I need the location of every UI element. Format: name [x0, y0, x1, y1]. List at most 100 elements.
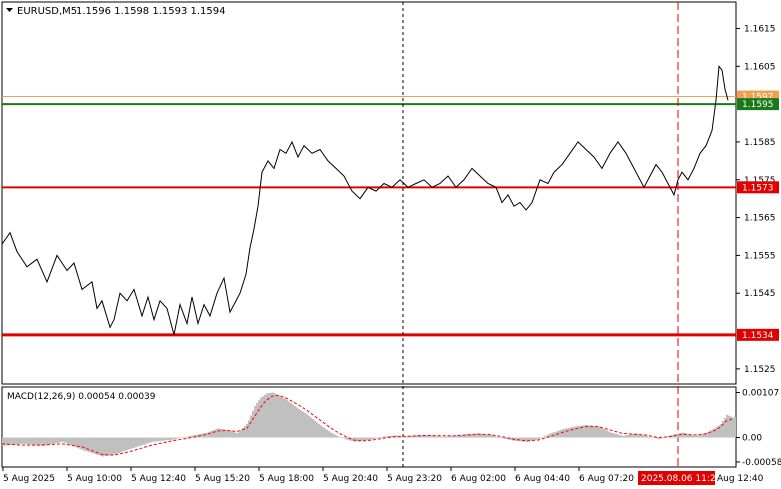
time-tick-label: 5 Aug 15:20 [195, 474, 250, 484]
macd-histogram-bar [216, 428, 218, 438]
macd-histogram-bar [364, 437, 366, 441]
time-highlight-badge [638, 471, 715, 485]
macd-histogram-bar [164, 437, 166, 441]
price-tick-label: 1.1555 [744, 251, 776, 261]
macd-histogram-bar [342, 437, 344, 439]
macd-histogram-bar [594, 426, 596, 438]
macd-histogram-bar [520, 437, 522, 442]
macd-histogram-bar [52, 437, 54, 444]
macd-histogram-bar [548, 434, 550, 438]
macd-histogram-bar [570, 427, 572, 438]
macd-histogram-bar [506, 437, 508, 440]
macd-histogram-bar [142, 437, 144, 445]
macd-histogram-bar [188, 436, 190, 438]
macd-histogram-bar [298, 408, 300, 438]
macd-histogram-bar [54, 437, 56, 444]
macd-histogram-bar [682, 432, 684, 438]
macd-histogram-bar [550, 433, 552, 438]
macd-histogram-bar [246, 423, 248, 438]
macd-histogram-bar [612, 433, 614, 438]
macd-histogram-bar [6, 437, 8, 446]
macd-histogram-bar [196, 434, 198, 438]
macd-histogram-bar [466, 434, 468, 438]
macd-histogram-bar [448, 436, 450, 438]
macd-histogram-bar [252, 410, 254, 438]
macd-histogram-bar [518, 437, 520, 442]
macd-histogram-bar [482, 433, 484, 438]
macd-histogram-bar [592, 425, 594, 438]
macd-histogram-bar [244, 425, 246, 438]
macd-histogram-bar [554, 431, 556, 438]
macd-histogram-bar [130, 437, 132, 449]
time-tick-label: 5 Aug 12:40 [131, 474, 186, 484]
macd-histogram-bar [704, 433, 706, 438]
macd-histogram-bar [122, 437, 124, 452]
macd-histogram-bar [72, 437, 74, 446]
macd-histogram-bar [120, 437, 122, 453]
macd-histogram-bar [30, 437, 32, 445]
time-last-label: Aug 12:40 [717, 474, 764, 484]
macd-histogram-bar [580, 425, 582, 438]
macd-histogram-bar [622, 435, 624, 438]
macd-histogram-bar [286, 400, 288, 438]
triangle-down-icon[interactable] [6, 8, 13, 12]
macd-histogram-bar [544, 436, 546, 438]
macd-histogram-bar [386, 436, 388, 438]
macd-histogram-bar [180, 437, 182, 439]
macd-histogram-bar [422, 435, 424, 438]
macd-histogram-bar [484, 434, 486, 438]
macd-histogram-bar [454, 435, 456, 438]
macd-histogram-bar [270, 392, 272, 438]
macd-histogram-bar [384, 436, 386, 438]
macd-histogram-bar [724, 417, 726, 438]
macd-signal-line [1, 394, 733, 456]
macd-histogram-bar [414, 435, 416, 438]
macd-histogram-bar [732, 417, 734, 438]
macd-histogram-bar [536, 437, 538, 440]
macd-histogram-bar [300, 410, 302, 438]
macd-histogram-bar [378, 437, 380, 439]
macd-histogram-bar [98, 437, 100, 456]
macd-histogram-bar [340, 437, 342, 438]
macd-histogram-bar [302, 411, 304, 438]
macd-histogram-bar [718, 425, 720, 438]
macd-histogram-bar [60, 437, 62, 443]
macd-histogram-bar [494, 436, 496, 438]
macd-histogram-bar [314, 420, 316, 438]
chart-header[interactable]: EURUSD,M5 1.1596 1.1598 1.1593 1.1594 [6, 6, 226, 17]
macd-histogram-bar [348, 437, 350, 441]
macd-histogram-bar [694, 435, 696, 438]
macd-histogram-bar [80, 437, 82, 450]
macd-histogram-bar [456, 435, 458, 438]
macd-histogram-bar [370, 437, 372, 440]
macd-histogram-bar [102, 437, 104, 457]
price-panel[interactable] [1, 1, 737, 385]
macd-histogram-bar [304, 413, 306, 438]
macd-histogram-bar [376, 437, 378, 439]
macd-histogram-bar [346, 437, 348, 440]
macd-histogram-bar [362, 437, 364, 441]
macd-histogram-bar [134, 437, 136, 448]
macd-histogram-bar [442, 436, 444, 438]
macd-histogram-bar [708, 431, 710, 438]
macd-histogram-bar [614, 433, 616, 438]
macd-panel[interactable] [1, 386, 737, 468]
macd-histogram-bar [368, 437, 370, 440]
macd-axis: 0.00107 0.00 -0.00058 [736, 388, 781, 468]
macd-histogram-bar [690, 434, 692, 438]
macd-histogram-bar [412, 435, 414, 438]
macd-histogram-bar [472, 433, 474, 438]
macd-histogram-bar [132, 437, 134, 449]
macd-histogram-bar [446, 436, 448, 438]
macd-histogram-bar [510, 437, 512, 441]
macd-histogram-bar [540, 437, 542, 439]
macd-histogram-bar [716, 426, 718, 438]
macd-histogram-bar [596, 426, 598, 438]
macd-histogram-bar [710, 430, 712, 438]
macd-histogram-bar [632, 433, 634, 438]
macd-histogram-bar [524, 437, 526, 442]
macd-histogram-bar [178, 437, 180, 439]
macd-histogram-bar [440, 436, 442, 438]
